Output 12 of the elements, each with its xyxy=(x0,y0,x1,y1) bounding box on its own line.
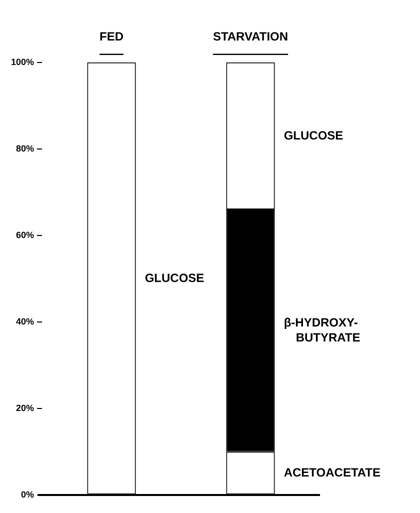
x-tick-label: STARVATION xyxy=(212,30,288,44)
y-tick-label: 20% xyxy=(16,402,34,413)
series-label: GLUCOSE xyxy=(144,270,204,285)
text: GLUCOSE xyxy=(284,128,344,142)
y-tick-label: 100% xyxy=(10,56,34,67)
y-tick-label: 80% xyxy=(16,143,34,154)
y-tick-label: 40% xyxy=(16,316,34,326)
x-tick-label: FED xyxy=(100,30,124,44)
series-label: β-HYDROXY-BUTYRATE xyxy=(284,315,360,344)
series-label: ACETOACETATE xyxy=(284,465,380,480)
y-tick-label: 0% xyxy=(21,489,34,500)
y-tick-label: 60% xyxy=(16,230,34,240)
